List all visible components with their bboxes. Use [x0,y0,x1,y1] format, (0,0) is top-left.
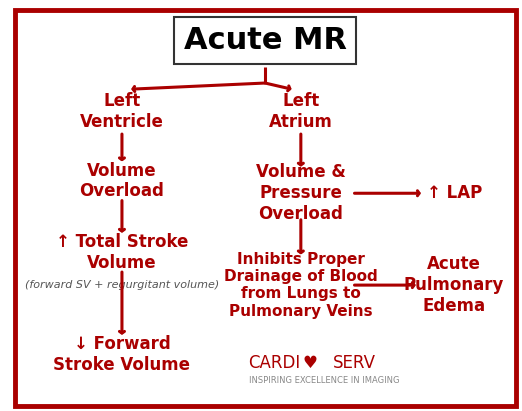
Text: ↑ LAP: ↑ LAP [426,184,482,202]
Text: INSPIRING EXCELLENCE IN IMAGING: INSPIRING EXCELLENCE IN IMAGING [248,376,399,385]
Text: CARDI: CARDI [248,354,301,372]
Text: Acute
Pulmonary
Edema: Acute Pulmonary Edema [404,255,504,315]
Text: ♥: ♥ [302,354,317,372]
Text: Volume
Overload: Volume Overload [79,162,164,201]
Text: SERV: SERV [333,354,375,372]
Text: ↓ Forward
Stroke Volume: ↓ Forward Stroke Volume [53,335,191,374]
Text: Inhibits Proper
Drainage of Blood
from Lungs to
Pulmonary Veins: Inhibits Proper Drainage of Blood from L… [224,252,378,319]
Text: ↑ Total Stroke
Volume: ↑ Total Stroke Volume [56,233,188,272]
Text: Left
Ventricle: Left Ventricle [80,92,164,131]
Text: Acute MR: Acute MR [184,25,347,55]
Text: Left
Atrium: Left Atrium [269,92,333,131]
Text: (forward SV + regurgitant volume): (forward SV + regurgitant volume) [25,280,219,290]
Text: Volume &
Pressure
Overload: Volume & Pressure Overload [256,164,346,223]
